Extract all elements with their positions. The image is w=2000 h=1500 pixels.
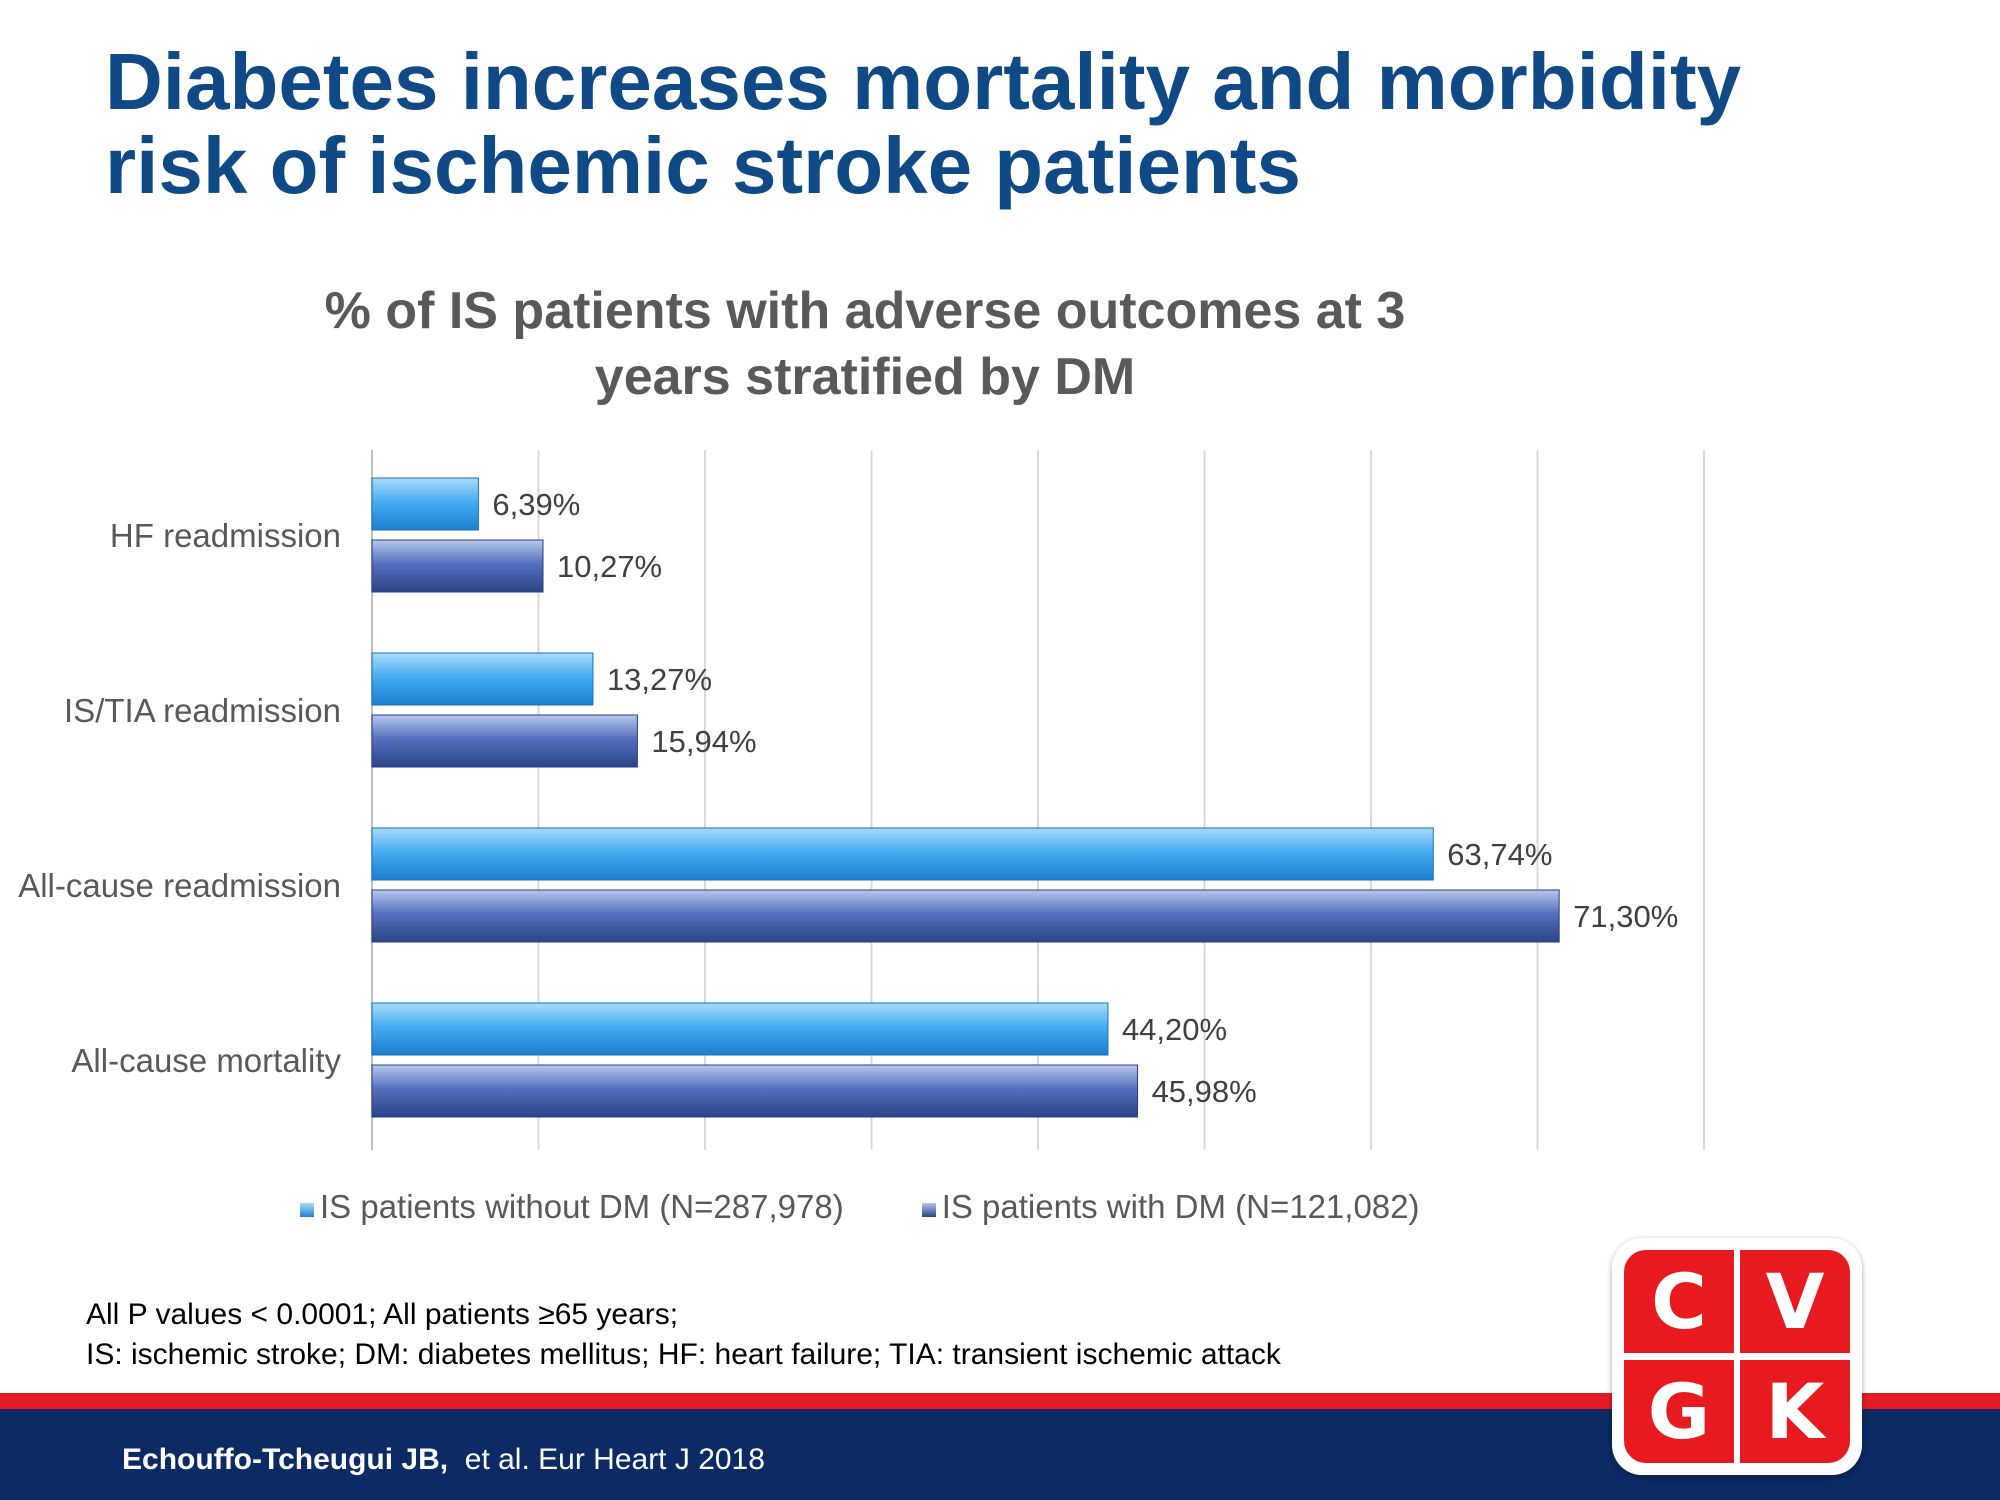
- citation: Echouffo-Tcheugui JB, et al. Eur Heart J…: [122, 1443, 765, 1477]
- legend-label-without-dm: IS patients without DM (N=287,978): [320, 1188, 844, 1225]
- slide-title-line-1: Diabetes increases mortality and morbidi…: [105, 37, 1742, 126]
- legend-label-with-dm: IS patients with DM (N=121,082): [941, 1188, 1420, 1225]
- label-layer: HF readmission 6,39% 10,27% IS/TIA readmiss…: [18, 487, 1678, 1109]
- data-label: 63,74%: [1447, 837, 1552, 872]
- data-label: 45,98%: [1152, 1074, 1257, 1109]
- legend-swatch-with-dm: [921, 1203, 936, 1217]
- footer-red-stripe: [0, 1393, 2000, 1409]
- bar-chart: HF readmission 6,39% 10,27% IS/TIA readmiss…: [18, 450, 1705, 1150]
- bar-without-dm: [371, 1002, 1109, 1056]
- data-label: 13,27%: [607, 662, 712, 697]
- chart-title-line-2: years stratified by DM: [594, 348, 1136, 406]
- slide-title: Diabetes increases mortality and morbidi…: [105, 40, 1905, 208]
- chart-legend: IS patients without DM (N=287,978) IS pa…: [300, 1185, 1498, 1229]
- footnote-line-2: IS: ischemic stroke; DM: diabetes mellit…: [86, 1338, 1281, 1371]
- category-label: All-cause mortality: [71, 1042, 341, 1079]
- chart-title-line-1: % of IS patients with adverse outcomes a…: [324, 282, 1406, 340]
- legend-swatch-without-dm: [300, 1203, 314, 1217]
- legend-item-with-dm: IS patients with DM (N=121,082): [921, 1188, 1420, 1226]
- data-label: 10,27%: [557, 549, 662, 584]
- data-label: 71,30%: [1573, 899, 1678, 934]
- data-label: 6,39%: [492, 487, 580, 522]
- logo-letter-k: K: [1740, 1360, 1850, 1463]
- bar-with-dm: [371, 889, 1560, 943]
- footnote-line-1: All P values < 0.0001; All patients ≥65 …: [86, 1298, 679, 1331]
- category-label: All-cause readmission: [18, 867, 341, 904]
- bar-without-dm: [371, 477, 479, 531]
- data-label: 44,20%: [1122, 1012, 1227, 1047]
- bar-layer: [371, 477, 1560, 1118]
- citation-authors: Echouffo-Tcheugui JB,: [122, 1443, 449, 1476]
- cvgk-logo: C V G K: [1612, 1238, 1862, 1475]
- legend-item-without-dm: IS patients without DM (N=287,978): [300, 1188, 844, 1226]
- logo-letter-c: C: [1624, 1250, 1734, 1353]
- slide-title-line-2: risk of ischemic stroke patients: [105, 121, 1302, 210]
- category-label: IS/TIA readmission: [64, 692, 341, 729]
- chart-title: % of IS patients with adverse outcomes a…: [200, 278, 1530, 410]
- bar-without-dm: [371, 827, 1434, 881]
- citation-source: et al. Eur Heart J 2018: [464, 1443, 765, 1476]
- category-label: HF readmission: [110, 517, 341, 554]
- bar-with-dm: [371, 539, 544, 593]
- bar-with-dm: [371, 1064, 1139, 1118]
- data-label: 15,94%: [651, 724, 756, 759]
- footnote: All P values < 0.0001; All patients ≥65 …: [86, 1295, 1281, 1375]
- bar-without-dm: [371, 652, 594, 706]
- logo-letter-g: G: [1624, 1360, 1734, 1463]
- bar-with-dm: [371, 714, 638, 768]
- logo-letter-v: V: [1740, 1250, 1850, 1353]
